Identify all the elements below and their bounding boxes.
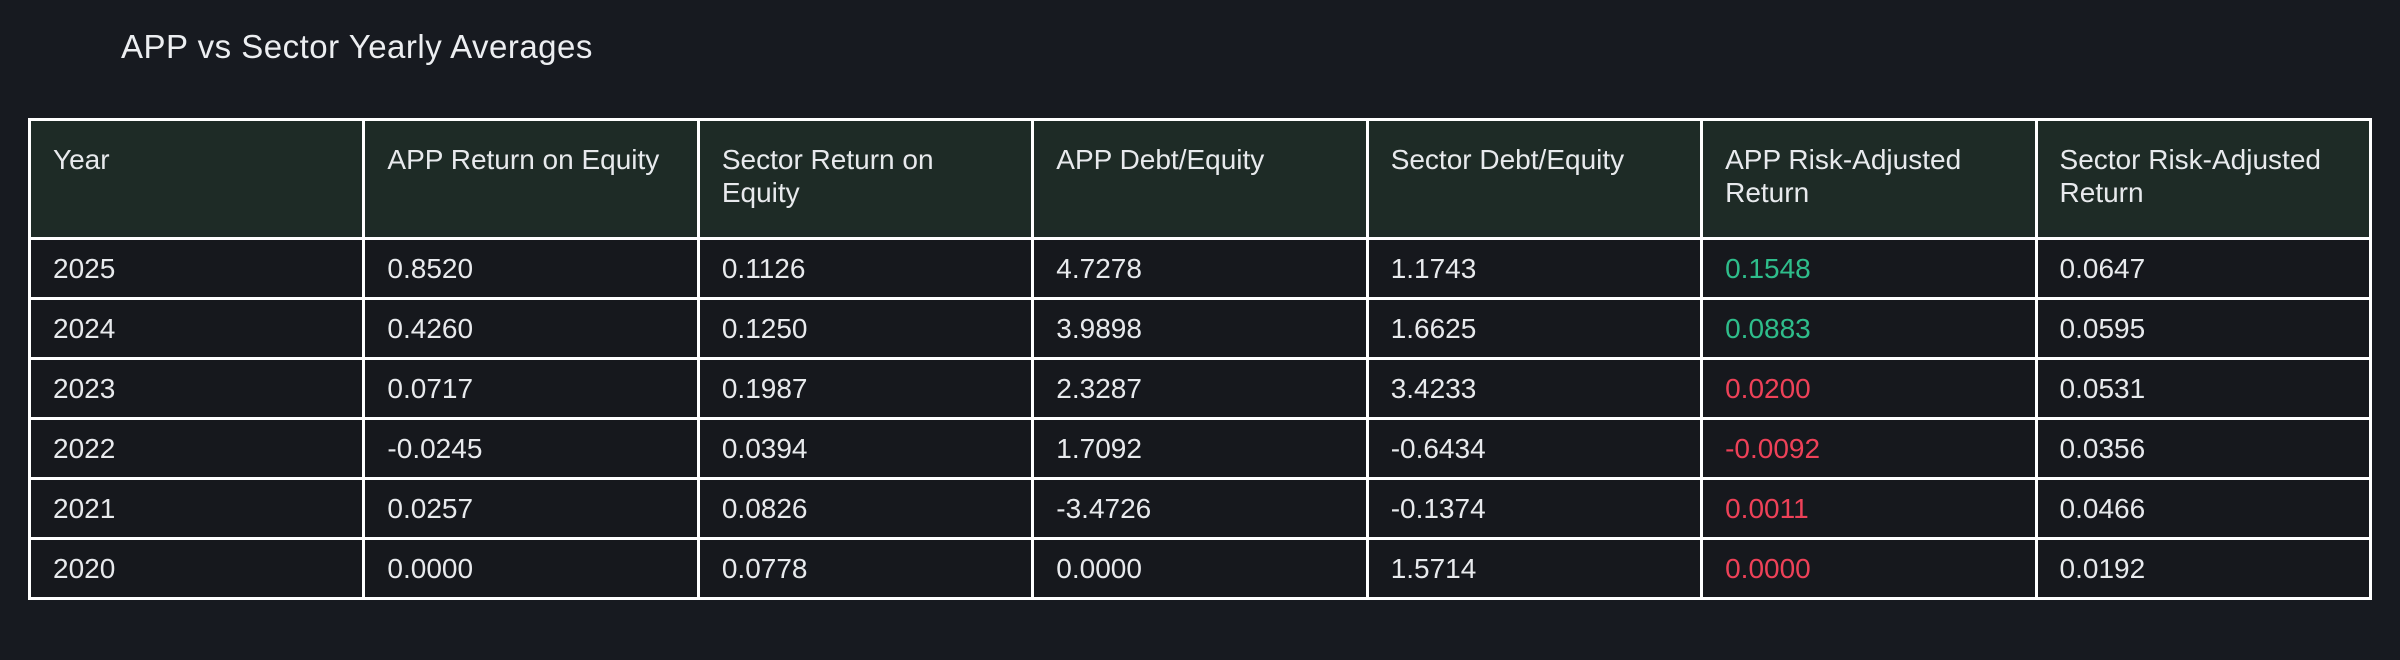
year-cell: 2023: [27, 357, 366, 420]
app-roe-cell: 0.0257: [362, 477, 700, 540]
app-de-cell: 4.7278: [1031, 237, 1369, 300]
sector-risk-adjusted-cell: 0.0595: [2034, 297, 2373, 360]
year-cell: 2024: [27, 297, 366, 360]
sector-risk-adjusted-cell: 0.0466: [2034, 477, 2373, 540]
table-row: 2020 0.0000 0.0778 0.0000 1.5714 0.0000 …: [27, 537, 2373, 600]
app-roe-cell: 0.4260: [362, 297, 700, 360]
table-row: 2024 0.4260 0.1250 3.9898 1.6625 0.0883 …: [27, 297, 2373, 360]
sector-de-cell: 1.1743: [1365, 237, 1704, 300]
year-cell: 2022: [27, 417, 366, 480]
app-risk-adjusted-cell: 0.0000: [1700, 537, 2038, 600]
app-de-cell: -3.4726: [1031, 477, 1369, 540]
sector-de-cell: 3.4233: [1365, 357, 1704, 420]
sector-de-cell: -0.1374: [1365, 477, 1704, 540]
app-roe-cell: 0.0000: [362, 537, 700, 600]
page-title: APP vs Sector Yearly Averages: [121, 28, 593, 65]
app-risk-adjusted-cell: 0.0883: [1700, 297, 2038, 360]
app-de-cell: 2.3287: [1031, 357, 1369, 420]
app-risk-adjusted-cell: 0.1548: [1700, 237, 2038, 300]
app-de-cell: 1.7092: [1031, 417, 1369, 480]
sector-roe-cell: 0.1126: [696, 237, 1035, 300]
year-cell: 2021: [27, 477, 366, 540]
col-header-sector-return-on-equity: Sector Return on Equity: [696, 118, 1035, 240]
col-header-sector-risk-adjusted-return: Sector Risk-Adjusted Return: [2034, 118, 2373, 240]
year-cell: 2020: [27, 537, 366, 600]
col-header-app-return-on-equity: APP Return on Equity: [362, 118, 700, 240]
year-cell: 2025: [27, 237, 366, 300]
table-row: 2022 -0.0245 0.0394 1.7092 -0.6434 -0.00…: [27, 417, 2373, 480]
table-row: 2021 0.0257 0.0826 -3.4726 -0.1374 0.001…: [27, 477, 2373, 540]
sector-risk-adjusted-cell: 0.0192: [2034, 537, 2373, 600]
sector-risk-adjusted-cell: 0.0531: [2034, 357, 2373, 420]
sector-de-cell: 1.5714: [1365, 537, 1704, 600]
table-row: 2025 0.8520 0.1126 4.7278 1.1743 0.1548 …: [27, 237, 2373, 300]
sector-de-cell: 1.6625: [1365, 297, 1704, 360]
table-row: 2023 0.0717 0.1987 2.3287 3.4233 0.0200 …: [27, 357, 2373, 420]
col-header-app-debt-equity: APP Debt/Equity: [1031, 118, 1369, 240]
app-risk-adjusted-cell: -0.0092: [1700, 417, 2038, 480]
col-header-year: Year: [27, 118, 366, 240]
sector-de-cell: -0.6434: [1365, 417, 1704, 480]
col-header-sector-debt-equity: Sector Debt/Equity: [1365, 118, 1704, 240]
app-risk-adjusted-cell: 0.0011: [1700, 477, 2038, 540]
sector-roe-cell: 0.1987: [696, 357, 1035, 420]
col-header-app-risk-adjusted-return: APP Risk-Adjusted Return: [1700, 118, 2038, 240]
app-de-cell: 3.9898: [1031, 297, 1369, 360]
app-roe-cell: -0.0245: [362, 417, 700, 480]
header-row: Year APP Return on Equity Sector Return …: [27, 118, 2373, 240]
yearly-averages-table: Year APP Return on Equity Sector Return …: [27, 118, 2373, 600]
sector-roe-cell: 0.1250: [696, 297, 1035, 360]
sector-roe-cell: 0.0826: [696, 477, 1035, 540]
sector-roe-cell: 0.0778: [696, 537, 1035, 600]
app-risk-adjusted-cell: 0.0200: [1700, 357, 2038, 420]
app-de-cell: 0.0000: [1031, 537, 1369, 600]
app-roe-cell: 0.0717: [362, 357, 700, 420]
sector-risk-adjusted-cell: 0.0356: [2034, 417, 2373, 480]
sector-risk-adjusted-cell: 0.0647: [2034, 237, 2373, 300]
sector-roe-cell: 0.0394: [696, 417, 1035, 480]
app-roe-cell: 0.8520: [362, 237, 700, 300]
